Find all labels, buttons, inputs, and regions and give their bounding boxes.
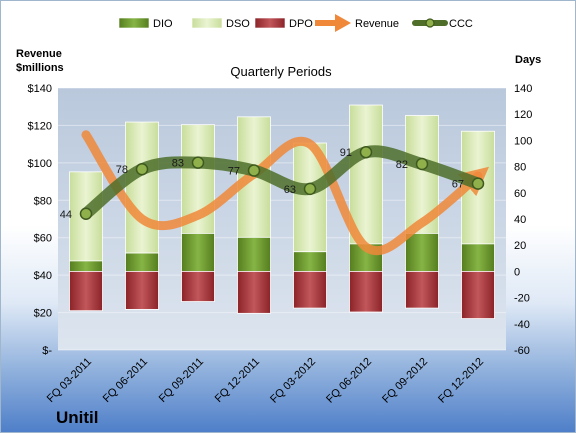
y-right-tick-label: -60 xyxy=(514,345,530,357)
y-left-tick-label: $100 xyxy=(28,158,52,170)
company-name: Unitil xyxy=(56,408,99,427)
y-left-tick-label: $80 xyxy=(34,195,52,207)
dpo-bar xyxy=(125,270,159,310)
dpo-bar xyxy=(405,270,439,309)
dio-bar xyxy=(461,243,495,272)
y-right-axis: -60 -40 -20 0 20 40 60 80 100 120 140 xyxy=(514,83,532,357)
dso-bar xyxy=(125,121,159,254)
y-right-tick-label: 40 xyxy=(514,214,526,226)
y-right-tick-label: 80 xyxy=(514,162,526,174)
legend-label: Revenue xyxy=(355,18,399,30)
ccc-data-label: 63 xyxy=(284,184,296,196)
dio-bar xyxy=(69,260,103,272)
ccc-marker xyxy=(79,207,93,221)
ccc-marker xyxy=(303,182,317,196)
legend-label: DSO xyxy=(226,18,250,30)
dpo-bar xyxy=(349,270,383,313)
y-right-tick-label: 60 xyxy=(514,188,526,200)
x-tick-label: FQ 12-2011 xyxy=(213,356,262,405)
x-tick-label: FQ 06-2012 xyxy=(324,356,374,406)
y-right-tick-label: -20 xyxy=(514,293,530,305)
x-tick-label: FQ 12-2012 xyxy=(436,356,486,406)
ccc-data-label: 82 xyxy=(396,159,408,171)
ccc-marker xyxy=(135,162,149,176)
ccc-marker xyxy=(471,177,485,190)
dio-bar xyxy=(181,233,215,272)
y-right-tick-label: -40 xyxy=(514,319,530,331)
line-series xyxy=(79,130,490,256)
dio-bar xyxy=(405,233,439,272)
legend-swatch xyxy=(254,17,286,29)
x-tick-label: FQ 03-2011 xyxy=(45,356,94,405)
dpo-bar xyxy=(181,270,215,302)
y-left-tick-label: $40 xyxy=(34,270,52,282)
y-left-tick-label: $20 xyxy=(34,308,52,320)
dpo-bar xyxy=(69,270,103,312)
ccc-marker xyxy=(247,164,261,177)
ccc-data-label: 67 xyxy=(452,179,464,191)
dpo-bar xyxy=(237,270,271,314)
ccc-data-label: 83 xyxy=(172,158,184,170)
y-left-axis-label-line2: $millions xyxy=(16,62,64,74)
dio-bar xyxy=(237,236,271,272)
legend-label: DPO xyxy=(289,18,313,30)
ccc-data-label: 44 xyxy=(60,209,72,221)
ccc-data-label: 78 xyxy=(116,164,128,176)
y-left-axis: $- $20 $40 $60 $80 $100 $120 $140 xyxy=(28,83,53,357)
y-right-tick-label: 140 xyxy=(514,83,532,95)
y-right-tick-label: 0 xyxy=(514,266,520,278)
ccc-data-label: 91 xyxy=(340,147,352,159)
y-right-tick-label: 120 xyxy=(514,109,532,121)
x-tick-label: FQ 09-2011 xyxy=(157,356,206,405)
legend-label: DIO xyxy=(153,18,173,30)
chart-title: Quarterly Periods xyxy=(230,64,332,79)
y-left-tick-label: $60 xyxy=(34,233,52,245)
y-left-axis-label-line1: Revenue xyxy=(16,48,62,60)
ccc-marker xyxy=(191,156,205,169)
dpo-bar xyxy=(461,270,495,319)
y-right-tick-label: 20 xyxy=(514,240,526,252)
legend-label: CCC xyxy=(449,18,473,30)
y-left-tick-label: $140 xyxy=(28,83,52,95)
ccc-data-label: 77 xyxy=(228,166,240,178)
dpo-bar xyxy=(293,270,327,309)
y-left-tick-label: $- xyxy=(42,345,52,357)
dio-bar xyxy=(293,251,327,272)
legend-swatch xyxy=(118,17,150,29)
x-tick-label: FQ 06-2011 xyxy=(101,356,150,405)
y-right-axis-label: Days xyxy=(515,54,541,66)
legend-swatch-arrowhead xyxy=(335,14,351,32)
x-tick-label: FQ 03-2012 xyxy=(268,356,318,406)
legend-swatch xyxy=(191,17,223,29)
dio-bar xyxy=(125,252,159,272)
x-tick-label: FQ 09-2012 xyxy=(380,356,430,406)
ccc-marker xyxy=(415,157,429,171)
data-labels: 44 78 83 77 63 91 82 67 xyxy=(60,147,464,221)
revenue-line xyxy=(81,130,490,256)
chart-legend: DIO DSO DPO Revenue CCC xyxy=(118,14,473,32)
x-axis: FQ 03-2011 FQ 06-2011 FQ 09-2011 FQ 12-2011… xyxy=(45,356,486,406)
y-right-tick-label: 100 xyxy=(514,135,532,147)
y-left-tick-label: $120 xyxy=(28,120,52,132)
legend-swatch-marker xyxy=(425,18,435,28)
ccc-marker xyxy=(359,145,373,159)
